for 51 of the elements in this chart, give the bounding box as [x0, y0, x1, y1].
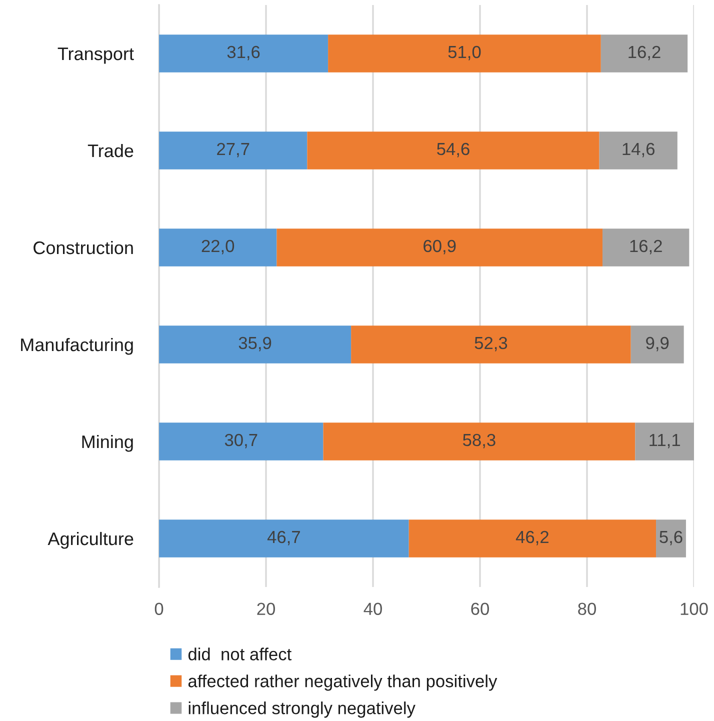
x-tick-label: 40 [364, 602, 382, 616]
bar [159, 34, 328, 72]
data-label: 11,1 [650, 434, 680, 448]
bar [159, 520, 409, 558]
x-tick-label: 0 [154, 602, 164, 616]
data-label: 14,6 [622, 142, 654, 158]
bar [656, 520, 686, 558]
bar [602, 228, 690, 266]
bar [159, 132, 308, 170]
bar [159, 422, 324, 460]
data-label: 51,0 [448, 46, 481, 60]
data-label: 46,2 [516, 530, 548, 546]
legend-label: did not affect [188, 648, 292, 660]
legend-label: influenced strongly negatively [188, 702, 416, 718]
bar [630, 326, 684, 364]
data-label: 58,3 [463, 434, 496, 448]
y-tick-label: Transport [58, 48, 134, 64]
y-tick-label: Construction [34, 240, 133, 254]
bar [328, 34, 601, 72]
data-label: 35,9 [238, 336, 272, 352]
y-tick-label: Agriculture [48, 532, 134, 549]
data-label: 30,7 [224, 434, 258, 448]
legend-label: affected rather negatively than positively [188, 674, 498, 691]
x-tick-label: 100 [680, 602, 708, 616]
bar [307, 132, 600, 170]
bar [276, 228, 603, 266]
data-label: 22,0 [202, 240, 234, 254]
data-label: 54,6 [437, 142, 470, 158]
data-label: 52,3 [474, 336, 508, 352]
data-label: 27,7 [217, 142, 250, 158]
x-tick-label: 80 [578, 602, 596, 616]
bar [408, 520, 656, 558]
x-tick-label: 60 [471, 602, 489, 616]
bar [351, 326, 631, 364]
y-tick-label: Trade [88, 144, 134, 158]
data-label: 16,2 [630, 240, 662, 254]
data-label: 9,9 [646, 336, 669, 352]
y-tick-label: Manufacturing [21, 338, 133, 355]
data-label: 60,9 [424, 240, 456, 254]
data-label: 31,6 [227, 46, 260, 60]
bar [600, 34, 688, 72]
bar [599, 132, 678, 170]
data-label: 5,6 [660, 530, 682, 546]
y-tick-label: Mining [82, 434, 133, 452]
bar [159, 326, 352, 364]
bar [635, 422, 694, 460]
bar [159, 228, 277, 266]
data-label: 16,2 [628, 46, 660, 60]
bar [323, 422, 636, 460]
data-label: 46,7 [267, 530, 300, 546]
x-tick-label: 20 [257, 602, 275, 616]
